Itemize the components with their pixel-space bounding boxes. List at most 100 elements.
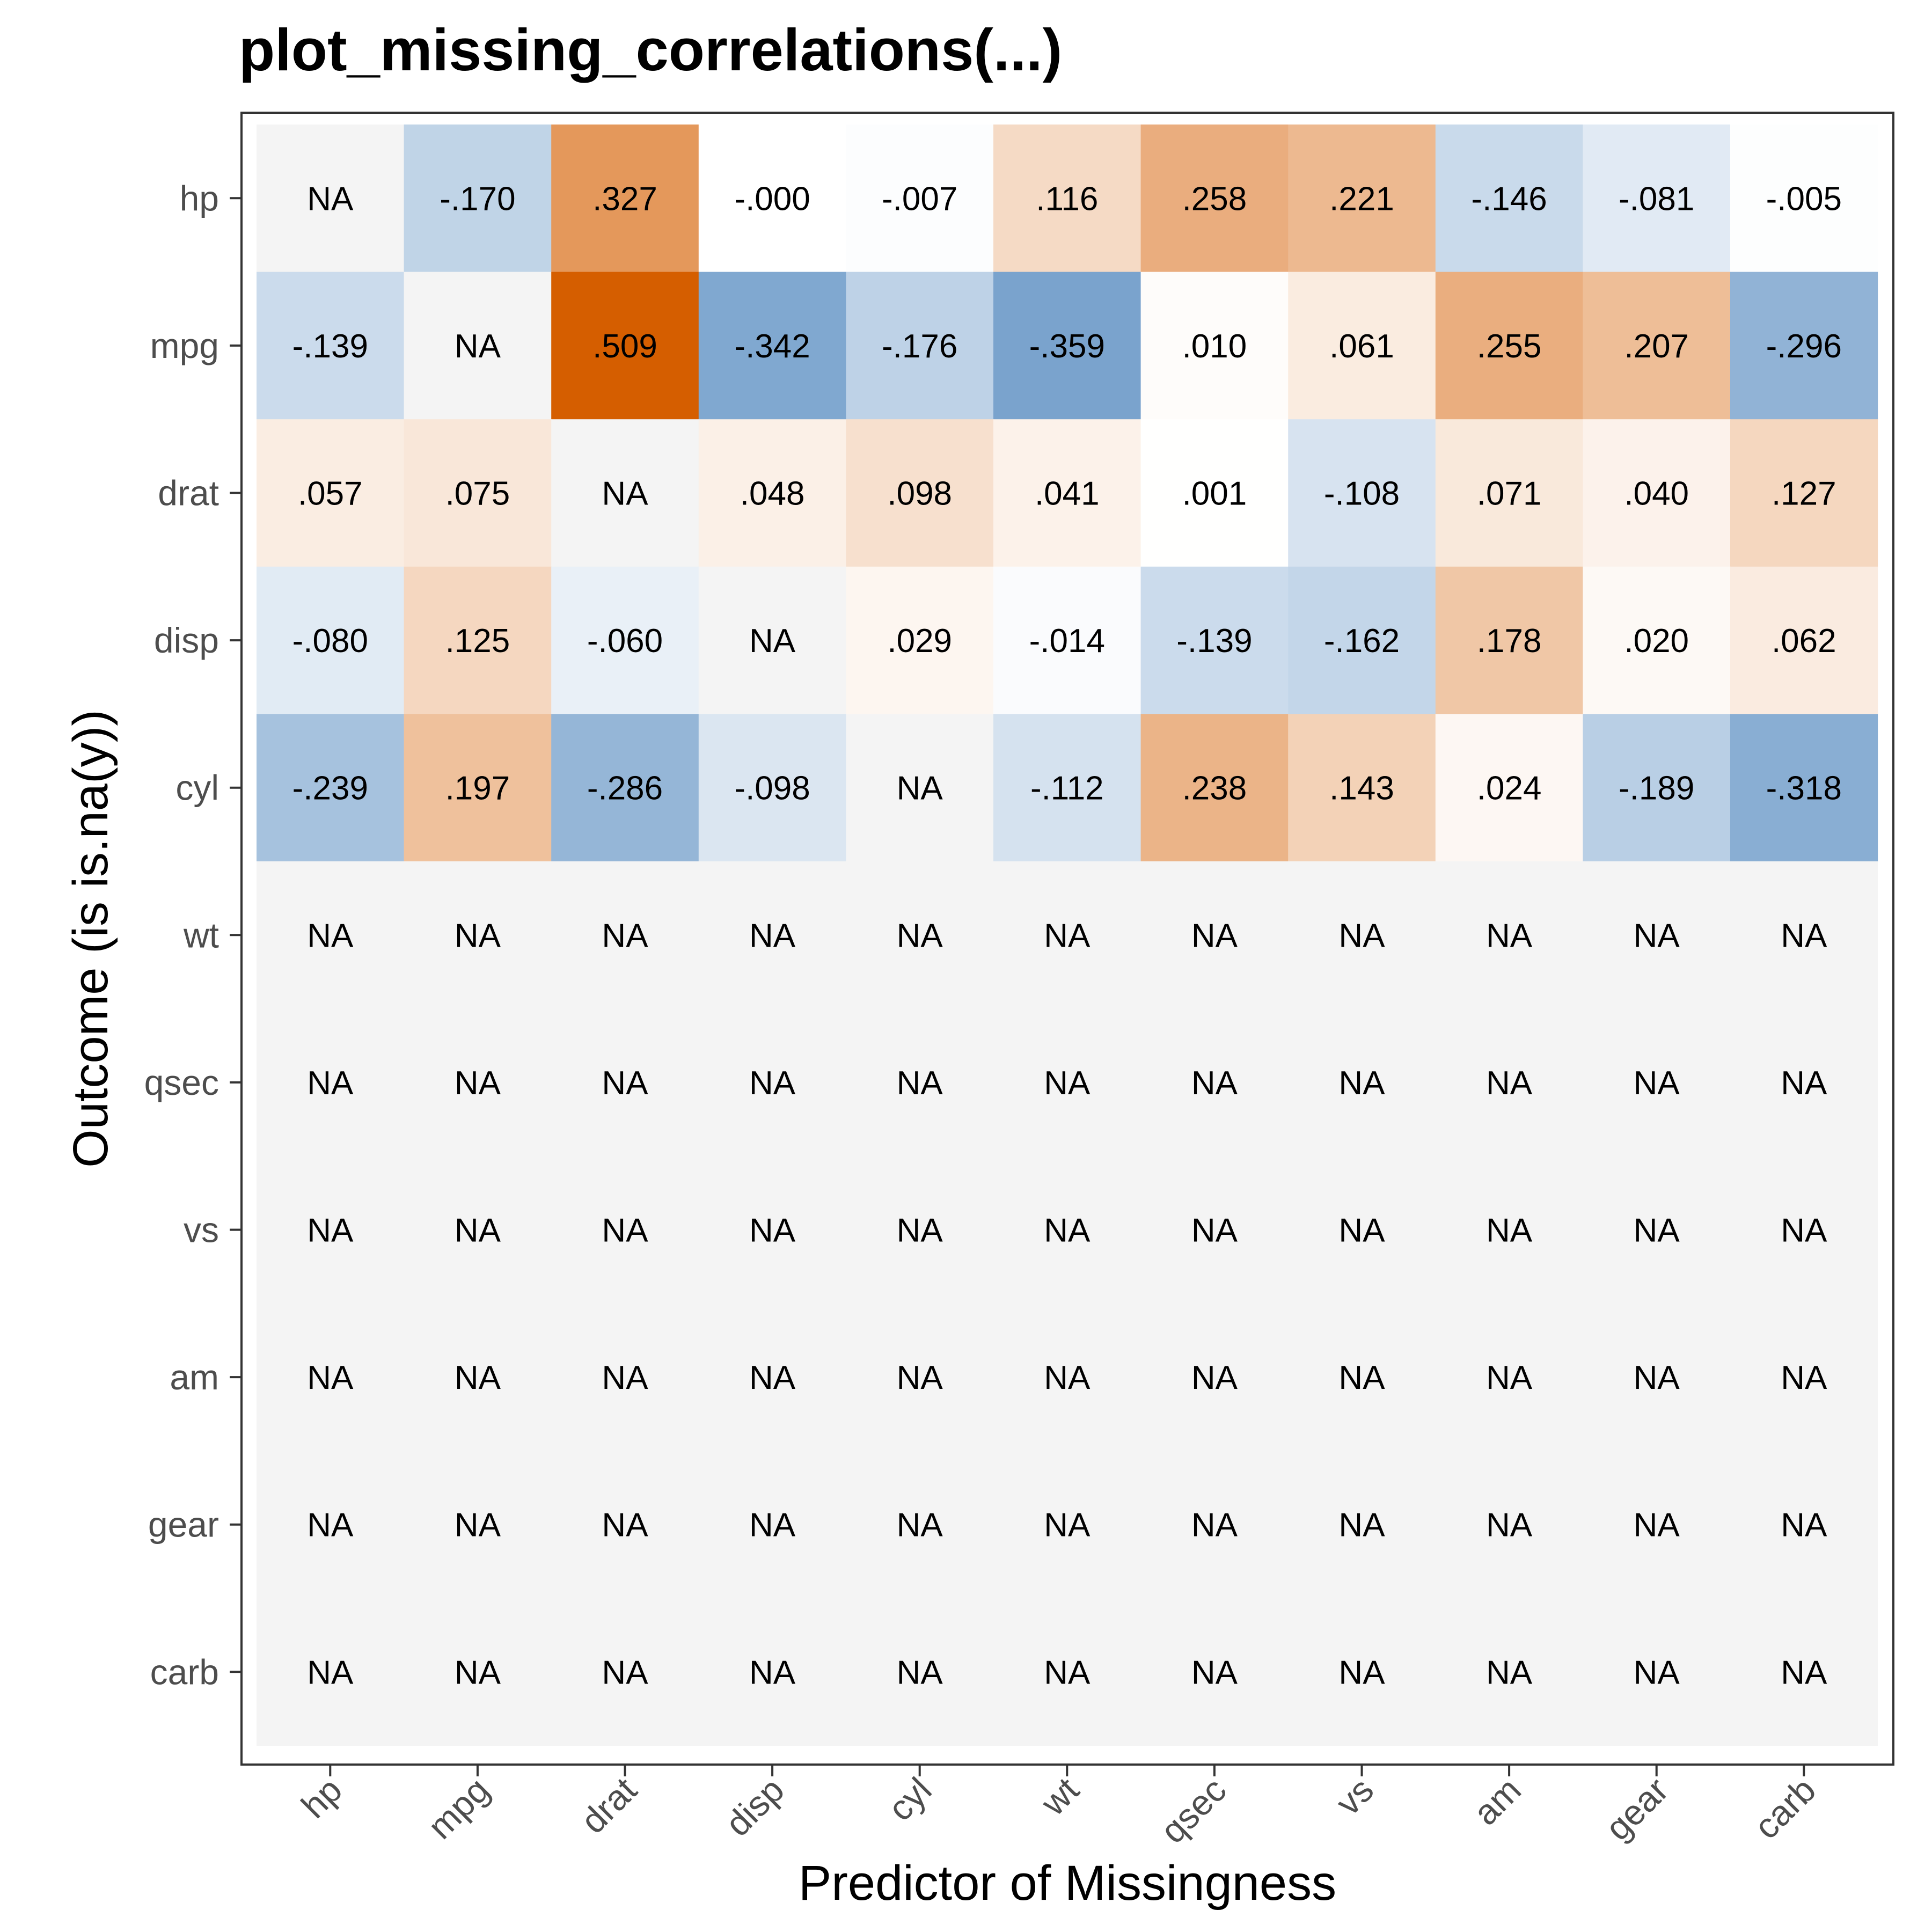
x-tick-label-drat: drat bbox=[573, 1770, 645, 1841]
cell-label-disp-wt: -.014 bbox=[1029, 623, 1105, 660]
cell-label-drat-drat: NA bbox=[602, 475, 648, 513]
cell-label-drat-hp: .057 bbox=[298, 475, 363, 513]
heatmap-cell-vs-drat bbox=[551, 1156, 699, 1304]
heatmap-cell-gear-qsec bbox=[1140, 1451, 1289, 1599]
cell-label-carb-mpg: NA bbox=[455, 1654, 501, 1691]
y-tick-label-wt: wt bbox=[183, 915, 219, 955]
cell-label-qsec-am: NA bbox=[1486, 1065, 1533, 1102]
cell-label-carb-drat: NA bbox=[602, 1654, 648, 1691]
heatmap-cell-hp-am bbox=[1435, 125, 1583, 273]
heatmap-cell-qsec-vs bbox=[1288, 1008, 1436, 1157]
cell-label-cyl-disp: -.098 bbox=[734, 770, 810, 807]
y-tick-label-vs: vs bbox=[184, 1210, 219, 1250]
cell-label-cyl-drat: -.286 bbox=[587, 770, 663, 807]
y-tick-label-cyl: cyl bbox=[175, 768, 219, 808]
heatmap-cell-wt-qsec bbox=[1140, 861, 1289, 1009]
x-tick-label-cyl: cyl bbox=[880, 1770, 939, 1828]
cell-label-disp-mpg: .125 bbox=[445, 623, 510, 660]
heatmap-cell-qsec-mpg bbox=[404, 1008, 552, 1157]
cell-label-disp-disp: NA bbox=[749, 623, 796, 660]
heatmap-cell-vs-wt bbox=[993, 1156, 1141, 1304]
cell-label-cyl-qsec: .238 bbox=[1182, 770, 1247, 807]
heatmap-cell-cyl-disp bbox=[698, 714, 846, 862]
x-tick-label-wt: wt bbox=[1033, 1770, 1086, 1824]
heatmap-cell-am-disp bbox=[698, 1303, 846, 1451]
cell-label-wt-hp: NA bbox=[307, 917, 354, 954]
cell-label-carb-qsec: NA bbox=[1191, 1654, 1238, 1691]
heatmap-cell-hp-vs bbox=[1288, 125, 1436, 273]
y-tick-label-carb: carb bbox=[150, 1652, 219, 1692]
cell-label-hp-wt: .116 bbox=[1036, 180, 1098, 217]
cell-label-qsec-gear: NA bbox=[1634, 1065, 1680, 1102]
cell-label-qsec-hp: NA bbox=[307, 1065, 354, 1102]
cell-label-drat-cyl: .098 bbox=[887, 475, 952, 513]
heatmap-cell-cyl-mpg bbox=[404, 714, 552, 862]
heatmap-cell-hp-qsec bbox=[1140, 125, 1289, 273]
heatmap-cell-drat-qsec bbox=[1140, 419, 1289, 567]
x-tick-label-qsec: qsec bbox=[1153, 1770, 1234, 1851]
cell-label-hp-mpg: -.170 bbox=[440, 180, 515, 217]
cell-label-vs-qsec: NA bbox=[1191, 1212, 1238, 1249]
heatmap-cell-qsec-carb bbox=[1730, 1008, 1878, 1157]
heatmap-cell-hp-disp bbox=[698, 125, 846, 273]
cell-label-carb-vs: NA bbox=[1338, 1654, 1385, 1691]
cell-label-vs-vs: NA bbox=[1338, 1212, 1385, 1249]
heatmap-cell-qsec-am bbox=[1435, 1008, 1583, 1157]
y-tick-label-disp: disp bbox=[154, 620, 219, 660]
heatmap-cell-gear-wt bbox=[993, 1451, 1141, 1599]
cell-label-drat-gear: .040 bbox=[1624, 475, 1689, 513]
cell-label-wt-drat: NA bbox=[602, 917, 648, 954]
heatmap-cell-wt-am bbox=[1435, 861, 1583, 1009]
cell-label-drat-vs: -.108 bbox=[1324, 475, 1400, 513]
heatmap-cell-hp-cyl bbox=[846, 125, 994, 273]
cell-label-hp-gear: -.081 bbox=[1619, 180, 1694, 217]
cell-label-vs-gear: NA bbox=[1634, 1212, 1680, 1249]
heatmap-cell-vs-mpg bbox=[404, 1156, 552, 1304]
heatmap-cell-mpg-qsec bbox=[1140, 272, 1289, 420]
cell-label-am-am: NA bbox=[1486, 1359, 1533, 1396]
heatmap-cells bbox=[257, 125, 1878, 1746]
cell-label-hp-disp: -.000 bbox=[734, 180, 810, 217]
cell-label-qsec-carb: NA bbox=[1781, 1065, 1827, 1102]
x-tick-label-mpg: mpg bbox=[420, 1770, 497, 1847]
x-tick-label-carb: carb bbox=[1746, 1770, 1823, 1847]
cell-label-cyl-am: .024 bbox=[1477, 770, 1542, 807]
heatmap-cell-qsec-cyl bbox=[846, 1008, 994, 1157]
cell-label-gear-wt: NA bbox=[1044, 1507, 1091, 1544]
cell-label-disp-gear: .020 bbox=[1624, 623, 1689, 660]
heatmap-cell-am-vs bbox=[1288, 1303, 1436, 1451]
cell-label-wt-vs: NA bbox=[1338, 917, 1385, 954]
y-tick-label-gear: gear bbox=[148, 1505, 219, 1545]
cell-label-carb-gear: NA bbox=[1634, 1654, 1680, 1691]
x-tick-label-am: am bbox=[1466, 1770, 1528, 1833]
cell-label-cyl-vs: .143 bbox=[1329, 770, 1394, 807]
heatmap-cell-wt-drat bbox=[551, 861, 699, 1009]
cell-label-am-wt: NA bbox=[1044, 1359, 1091, 1396]
heatmap-cell-drat-drat bbox=[551, 419, 699, 567]
heatmap-cell-qsec-drat bbox=[551, 1008, 699, 1157]
cell-label-qsec-cyl: NA bbox=[897, 1065, 943, 1102]
cell-label-qsec-disp: NA bbox=[749, 1065, 796, 1102]
heatmap-cell-mpg-vs bbox=[1288, 272, 1436, 420]
y-tick-label-mpg: mpg bbox=[150, 326, 219, 365]
y-tick-label-drat: drat bbox=[158, 473, 219, 513]
cell-label-qsec-wt: NA bbox=[1044, 1065, 1091, 1102]
chart-title: plot_missing_correlations(...) bbox=[239, 17, 1063, 83]
x-tick-label-vs: vs bbox=[1328, 1770, 1381, 1823]
cell-label-wt-carb: NA bbox=[1781, 917, 1827, 954]
heatmap-cell-drat-disp bbox=[698, 419, 846, 567]
heatmap-cell-am-qsec bbox=[1140, 1303, 1289, 1451]
heatmap-cell-vs-cyl bbox=[846, 1156, 994, 1304]
heatmap-cell-hp-carb bbox=[1730, 125, 1878, 273]
cell-label-am-carb: NA bbox=[1781, 1359, 1827, 1396]
heatmap-cell-cyl-carb bbox=[1730, 714, 1878, 862]
heatmap-cell-cyl-cyl bbox=[846, 714, 994, 862]
y-axis: hp mpg drat disp cyl wt qsec vs am gear carb bbox=[144, 178, 241, 1692]
cell-label-carb-wt: NA bbox=[1044, 1654, 1091, 1691]
cell-label-drat-am: .071 bbox=[1477, 475, 1542, 513]
y-tick-label-qsec: qsec bbox=[144, 1063, 219, 1102]
cell-label-vs-mpg: NA bbox=[455, 1212, 501, 1249]
heatmap-cell-am-mpg bbox=[404, 1303, 552, 1451]
heatmap-cell-disp-cyl bbox=[846, 566, 994, 714]
